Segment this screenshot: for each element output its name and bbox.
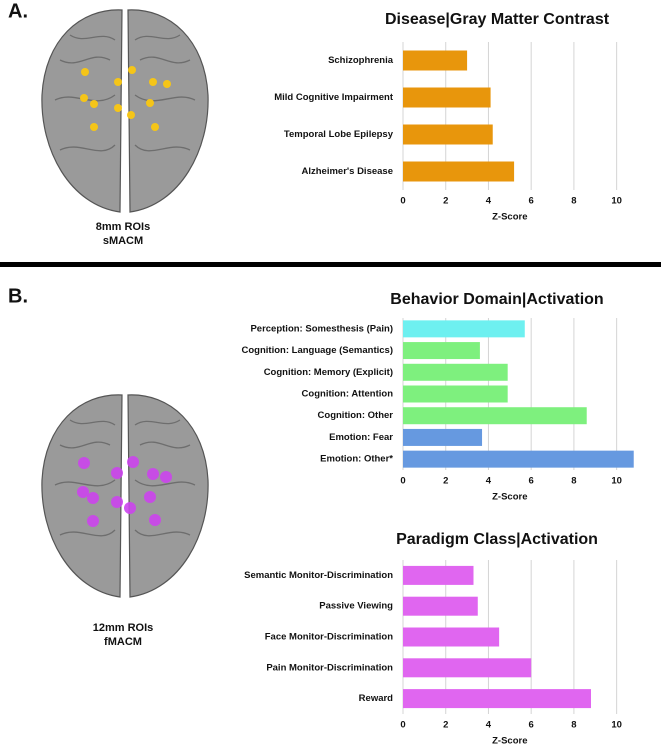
divider <box>0 262 661 267</box>
bar <box>403 565 474 585</box>
bar <box>403 161 515 182</box>
x-axis-label: Z-Score <box>492 212 527 223</box>
category-label: Alzheimer's Disease <box>301 166 393 177</box>
bar <box>403 428 483 446</box>
caption: 12mm ROIs <box>93 622 154 634</box>
bar <box>403 124 493 145</box>
bar <box>403 407 587 425</box>
bar <box>403 342 480 360</box>
x-tick-label: 2 <box>443 720 448 731</box>
category-label: Temporal Lobe Epilepsy <box>284 129 394 140</box>
x-tick-label: 4 <box>486 476 492 487</box>
category-label: Face Monitor-Discrimination <box>265 632 393 643</box>
brain-a <box>41 9 209 213</box>
bar <box>403 658 532 678</box>
category-label: Cognition: Memory (Explicit) <box>264 367 393 378</box>
category-label: Emotion: Fear <box>329 432 393 443</box>
caption: fMACM <box>104 636 142 648</box>
x-tick-label: 6 <box>529 720 534 731</box>
chart-title: Paradigm Class|Activation <box>396 531 598 548</box>
category-label: Emotion: Other* <box>320 454 393 465</box>
category-label: Reward <box>359 693 394 704</box>
caption: 8mm ROIs <box>96 221 150 233</box>
bar <box>403 596 478 616</box>
caption: sMACM <box>103 235 143 247</box>
bar <box>403 627 500 647</box>
bar <box>403 689 591 709</box>
x-tick-label: 4 <box>486 720 492 731</box>
panel-label: A. <box>8 0 28 22</box>
x-tick-label: 10 <box>611 196 622 207</box>
x-tick-label: 10 <box>611 476 622 487</box>
chart-title: Behavior Domain|Activation <box>390 291 603 308</box>
x-tick-label: 8 <box>571 476 576 487</box>
chart-title: Disease|Gray Matter Contrast <box>385 11 610 28</box>
brain-b <box>41 394 209 598</box>
x-tick-label: 0 <box>400 196 405 207</box>
x-axis-label: Z-Score <box>492 736 527 747</box>
category-label: Perception: Somesthesis (Pain) <box>250 323 393 334</box>
bar <box>403 385 508 403</box>
x-tick-label: 2 <box>443 196 448 207</box>
x-tick-label: 10 <box>611 720 622 731</box>
bar <box>403 320 525 338</box>
x-tick-label: 8 <box>571 196 576 207</box>
panel-label: B. <box>8 285 28 307</box>
category-label: Cognition: Language (Semantics) <box>242 345 393 356</box>
x-tick-label: 6 <box>529 196 534 207</box>
category-label: Pain Monitor-Discrimination <box>266 662 393 673</box>
category-label: Cognition: Attention <box>302 389 394 400</box>
category-label: Cognition: Other <box>318 410 394 421</box>
x-tick-label: 8 <box>571 720 576 731</box>
bar <box>403 87 491 108</box>
category-label: Semantic Monitor-Discrimination <box>244 570 393 581</box>
category-label: Schizophrenia <box>328 55 394 66</box>
bar <box>403 363 508 381</box>
bar <box>403 450 634 468</box>
x-tick-label: 6 <box>529 476 534 487</box>
x-axis-label: Z-Score <box>492 492 527 503</box>
category-label: Mild Cognitive Impairment <box>274 92 394 103</box>
bar <box>403 50 468 71</box>
x-tick-label: 2 <box>443 476 448 487</box>
x-tick-label: 0 <box>400 720 405 731</box>
category-label: Passive Viewing <box>319 601 393 612</box>
x-tick-label: 4 <box>486 196 492 207</box>
x-tick-label: 0 <box>400 476 405 487</box>
